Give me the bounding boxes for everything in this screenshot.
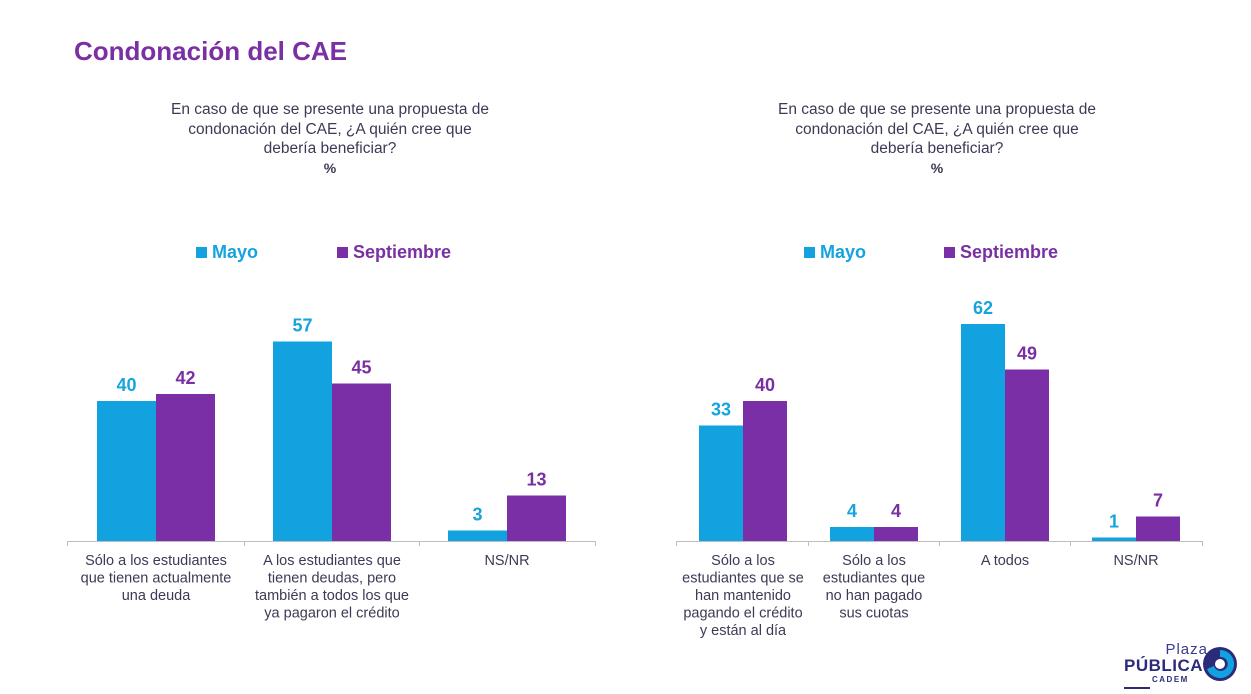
bar-septiembre	[743, 401, 787, 541]
category-label: pagando el crédito	[683, 606, 802, 622]
category-label: que tienen actualmente	[81, 571, 232, 587]
data-label-septiembre: 40	[755, 375, 775, 395]
bar-septiembre	[1005, 369, 1049, 541]
chart-2-question-line: condonación del CAE, ¿A quién cree que	[795, 120, 1079, 138]
chart-2-question-line: En caso de que se presente una propuesta…	[778, 101, 1096, 118]
bar-septiembre	[156, 394, 215, 541]
data-label-mayo: 62	[973, 298, 993, 318]
data-label-mayo: 40	[116, 375, 136, 395]
bar-septiembre	[1136, 516, 1180, 541]
category-label: y están al día	[700, 623, 787, 639]
legend-swatch-mayo	[196, 247, 207, 258]
category-label: A todos	[981, 553, 1029, 569]
category-label: Sólo a los	[711, 553, 775, 569]
category-label: no han pagado	[826, 588, 923, 604]
data-label-septiembre: 42	[175, 368, 195, 388]
bar-septiembre	[332, 383, 391, 541]
bar-mayo	[830, 527, 874, 541]
bar-mayo	[961, 324, 1005, 541]
legend-swatch-septiembre	[337, 247, 348, 258]
bar-mayo	[699, 425, 743, 541]
data-label-septiembre: 45	[351, 358, 371, 378]
logo-top-text: Plaza	[1165, 641, 1208, 658]
data-label-mayo: 3	[472, 505, 482, 525]
category-label: sus cuotas	[839, 606, 908, 622]
bar-septiembre	[507, 495, 566, 541]
legend-swatch-mayo	[804, 247, 815, 258]
legends: Mayo Septiembre Mayo Septiembre	[0, 242, 1251, 266]
data-label-septiembre: 4	[891, 501, 901, 521]
bar-mayo	[97, 401, 156, 541]
bar-septiembre	[874, 527, 918, 541]
data-label-mayo: 4	[847, 501, 857, 521]
bar-mayo	[1092, 537, 1136, 541]
chart-1-question: En caso de que se presente una propuesta…	[120, 100, 540, 178]
data-label-septiembre: 13	[526, 470, 546, 490]
plaza-publica-cadem-logo: Plaza PÚBLICA CADEM	[1118, 638, 1248, 690]
chart-1-question-line: En caso de que se presente una propuesta…	[171, 101, 489, 118]
bar-mayo	[448, 530, 507, 541]
chart-2-legend-mayo: Mayo	[804, 242, 866, 263]
chart-2-legend-septiembre: Septiembre	[944, 242, 1058, 263]
data-label-mayo: 1	[1109, 512, 1119, 532]
category-label: ya pagaron el crédito	[264, 606, 399, 622]
chart-2-question-line: debería beneficiar?	[870, 140, 1004, 157]
logo-swirl-icon	[1203, 647, 1237, 681]
legend-label-septiembre: Septiembre	[353, 242, 452, 262]
data-label-septiembre: 49	[1017, 344, 1037, 364]
category-label: una deuda	[122, 588, 191, 604]
page-title: Condonación del CAE	[74, 36, 347, 66]
legend-swatch-septiembre	[944, 247, 955, 258]
chart-1-legend-septiembre: Septiembre	[337, 242, 451, 263]
chart-2-unit: %	[930, 159, 944, 176]
data-label-mayo: 57	[292, 316, 312, 336]
data-label-mayo: 33	[711, 400, 731, 420]
category-label: estudiantes que se	[682, 571, 804, 587]
bar-mayo	[273, 341, 332, 541]
category-label: NS/NR	[484, 553, 529, 569]
legend-label-mayo: Mayo	[820, 242, 867, 262]
legend-label-septiembre: Septiembre	[960, 242, 1059, 262]
category-label: Sólo a los estudiantes	[85, 553, 227, 569]
category-label: NS/NR	[1113, 553, 1158, 569]
chart-1-legend-mayo: Mayo	[196, 242, 258, 263]
chart-1-question-line: condonación del CAE, ¿A quién cree que	[188, 120, 472, 138]
category-label: Sólo a los	[842, 553, 906, 569]
category-label: también a todos los que	[255, 588, 409, 604]
logo-sub-text: CADEM	[1152, 675, 1189, 684]
logo-main-text: PÚBLICA	[1124, 656, 1204, 675]
legend-label-mayo: Mayo	[212, 242, 259, 262]
chart-1-question-line: debería beneficiar?	[263, 140, 397, 157]
category-label: estudiantes que	[823, 571, 925, 587]
chart-2-question: En caso de que se presente una propuesta…	[727, 100, 1147, 178]
category-label: A los estudiantes que	[263, 553, 401, 569]
logo-underline	[1124, 687, 1150, 689]
chart-1-unit: %	[323, 159, 337, 176]
category-label: tienen deudas, pero	[268, 571, 396, 587]
data-label-septiembre: 7	[1153, 491, 1163, 511]
category-label: han mantenido	[695, 588, 791, 604]
